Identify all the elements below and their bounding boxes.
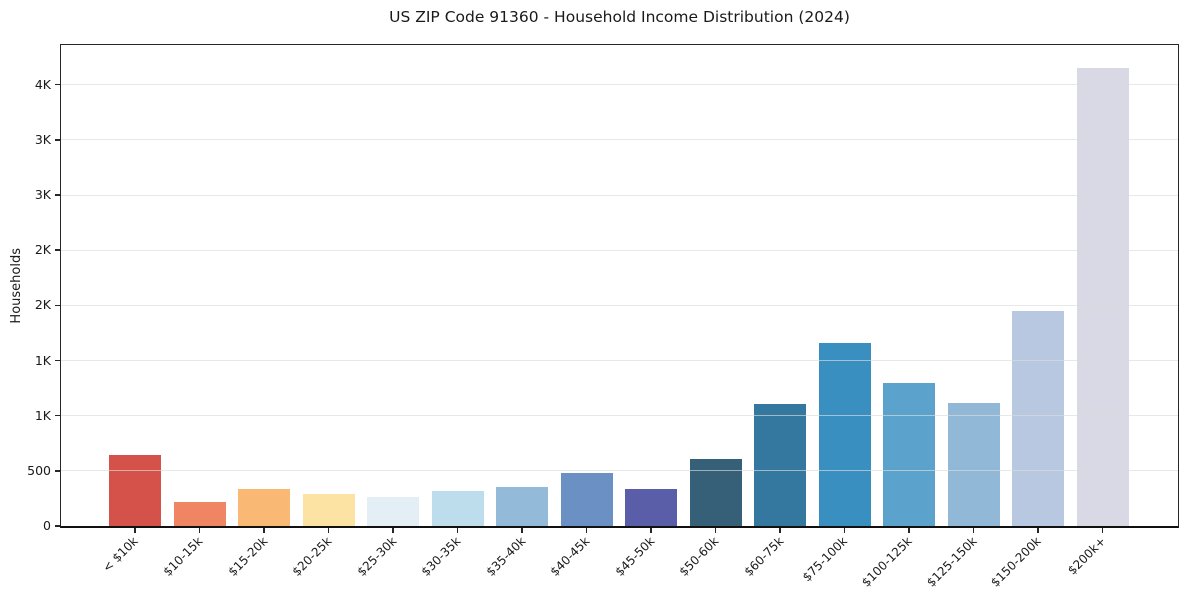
y-tick-label: 4K bbox=[34, 76, 51, 92]
y-tick-mark bbox=[55, 414, 60, 417]
y-tick-label: 3K bbox=[34, 187, 51, 203]
chart-title: US ZIP Code 91360 - Household Income Dis… bbox=[389, 8, 850, 26]
x-tick-mark bbox=[908, 528, 910, 533]
y-gridline bbox=[61, 304, 1178, 306]
x-tick-mark bbox=[134, 528, 136, 533]
x-tick-label: $150-200k bbox=[988, 534, 1044, 590]
y-tick-mark bbox=[55, 249, 60, 251]
bar bbox=[1076, 67, 1129, 526]
x-tick-label: $50-60k bbox=[676, 534, 722, 579]
x-tick-label: $60-75k bbox=[741, 534, 786, 579]
bar bbox=[883, 382, 935, 526]
x-tick-label: $200k+ bbox=[1064, 534, 1109, 578]
bar bbox=[818, 343, 871, 526]
bar bbox=[625, 488, 677, 526]
x-tick-mark bbox=[585, 528, 588, 533]
y-tick-mark bbox=[55, 304, 60, 307]
plot-area bbox=[60, 44, 1179, 528]
x-tick-mark bbox=[1101, 528, 1104, 533]
y-tick-label: 500 bbox=[27, 462, 51, 478]
bar bbox=[1012, 311, 1064, 526]
x-tick-mark bbox=[392, 528, 394, 533]
x-tick-mark bbox=[714, 528, 717, 533]
x-tick-label: $75-100k bbox=[800, 534, 851, 585]
y-gridline bbox=[61, 84, 1178, 86]
bar bbox=[302, 493, 355, 526]
y-tick-label: 2K bbox=[34, 297, 51, 313]
x-tick-label: $100-125k bbox=[859, 534, 915, 590]
y-tick-label: 2K bbox=[34, 242, 51, 258]
x-tick-label: $125-150k bbox=[923, 534, 980, 590]
x-tick-label: $35-40k bbox=[483, 534, 528, 579]
x-tick-label: $20-25k bbox=[289, 534, 335, 579]
y-tick-mark bbox=[55, 83, 60, 86]
x-tick-mark bbox=[843, 528, 846, 533]
bar bbox=[754, 403, 806, 526]
x-tick-mark bbox=[263, 528, 265, 533]
x-tick-mark bbox=[327, 528, 330, 533]
bar bbox=[109, 454, 161, 526]
y-gridline bbox=[61, 360, 1178, 362]
y-tick-mark bbox=[55, 525, 60, 527]
bar bbox=[367, 496, 419, 526]
x-tick-label: $25-30k bbox=[354, 534, 399, 579]
bar bbox=[431, 491, 484, 526]
y-tick-label: 0 bbox=[43, 518, 51, 533]
y-axis-label: Households bbox=[6, 44, 26, 528]
y-gridline bbox=[61, 249, 1178, 251]
bar bbox=[689, 458, 742, 526]
y-tick-mark bbox=[55, 470, 60, 472]
x-tick-label: $45-50k bbox=[612, 534, 657, 579]
y-gridline bbox=[61, 194, 1178, 196]
y-tick-label: 1K bbox=[34, 407, 51, 423]
y-tick-mark bbox=[55, 139, 60, 141]
x-tick-mark bbox=[198, 528, 201, 533]
x-tick-mark bbox=[1037, 528, 1039, 533]
x-tick-label: $15-20k bbox=[225, 534, 270, 579]
y-tick-label: 1K bbox=[34, 352, 51, 368]
x-tick-mark bbox=[779, 528, 781, 533]
bar bbox=[560, 472, 613, 526]
bar bbox=[947, 403, 1000, 526]
x-tick-label: $40-45k bbox=[547, 534, 593, 579]
x-tick-label: $30-35k bbox=[418, 534, 464, 579]
x-tick-label: < $10k bbox=[100, 534, 141, 575]
x-tick-mark bbox=[650, 528, 652, 533]
x-tick-mark bbox=[456, 528, 459, 533]
x-tick-mark bbox=[972, 528, 975, 533]
bar bbox=[173, 501, 226, 526]
bar bbox=[496, 486, 548, 526]
y-gridline bbox=[61, 470, 1178, 472]
y-tick-label: 3K bbox=[34, 131, 51, 147]
bar bbox=[238, 489, 290, 526]
y-tick-mark bbox=[55, 359, 60, 362]
x-tick-mark bbox=[521, 528, 523, 533]
y-tick-mark bbox=[55, 194, 60, 196]
x-tick-label: $10-15k bbox=[160, 534, 206, 579]
y-gridline bbox=[61, 415, 1178, 417]
y-gridline bbox=[61, 139, 1178, 141]
